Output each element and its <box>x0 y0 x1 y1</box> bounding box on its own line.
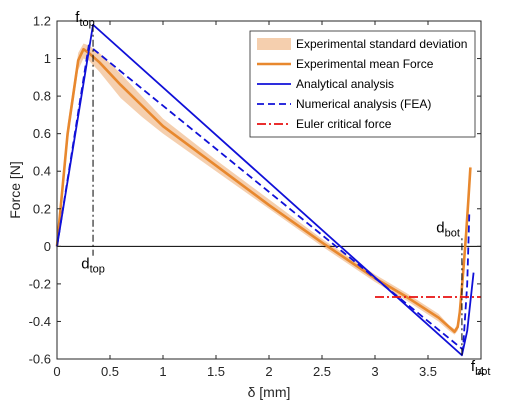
marker-lines-layer <box>92 24 463 356</box>
std-band-layer <box>57 43 471 335</box>
std-deviation-band <box>57 43 471 335</box>
y-tick-label: -0.6 <box>29 352 51 367</box>
x-tick-label: 2.5 <box>313 364 331 379</box>
annotation-f-top: ftop <box>75 9 94 29</box>
y-tick-label: -0.2 <box>29 276 51 291</box>
x-tick-label: 0.5 <box>101 364 119 379</box>
legend: Experimental standard deviation Experimen… <box>249 30 476 138</box>
y-tick-label: 0.4 <box>33 164 51 179</box>
annotation-d-top: dtop <box>81 255 105 275</box>
y-tick-label: 0 <box>44 239 51 254</box>
x-tick-label: 3.5 <box>419 364 437 379</box>
y-tick-label: 0.2 <box>33 201 51 216</box>
x-tick-label: 1 <box>159 364 166 379</box>
legend-label-1: Experimental mean Force <box>296 57 434 71</box>
legend-label-4: Euler critical force <box>296 117 392 131</box>
legend-label-3: Numerical analysis (FEA) <box>296 97 431 111</box>
x-tick-label: 1.5 <box>207 364 225 379</box>
y-tick-label: 1 <box>44 51 51 66</box>
x-tick-label: 0 <box>53 364 60 379</box>
series-line-3 <box>56 44 471 351</box>
x-tick-label: 3 <box>371 364 378 379</box>
y-tick-label: 0.8 <box>33 89 51 104</box>
annotation-f-bot: fbot <box>471 358 490 378</box>
x-tick-label: 4 <box>477 364 484 379</box>
annotation-d-bot: dbot <box>436 219 460 239</box>
x-axis-label: δ [mm] <box>248 384 291 400</box>
x-tick-label: 2 <box>265 364 272 379</box>
y-tick-label: 1.2 <box>33 14 51 29</box>
annotations-layer: ftop dtop dbot fbot <box>75 9 490 378</box>
y-tick-label: -0.4 <box>29 314 51 329</box>
legend-label-0: Experimental standard deviation <box>296 37 467 51</box>
y-tick-label: 0.6 <box>33 126 51 141</box>
axes-layer: 0 0.5 1 1.5 2 2.5 3 3.5 4 -0.6 -0.4 -0.2 0 0.2 0.4 0.6 0… <box>29 14 485 380</box>
legend-swatch-band <box>257 38 291 50</box>
legend-label-2: Analytical analysis <box>296 77 394 91</box>
y-axis-label: Force [N] <box>7 161 23 219</box>
